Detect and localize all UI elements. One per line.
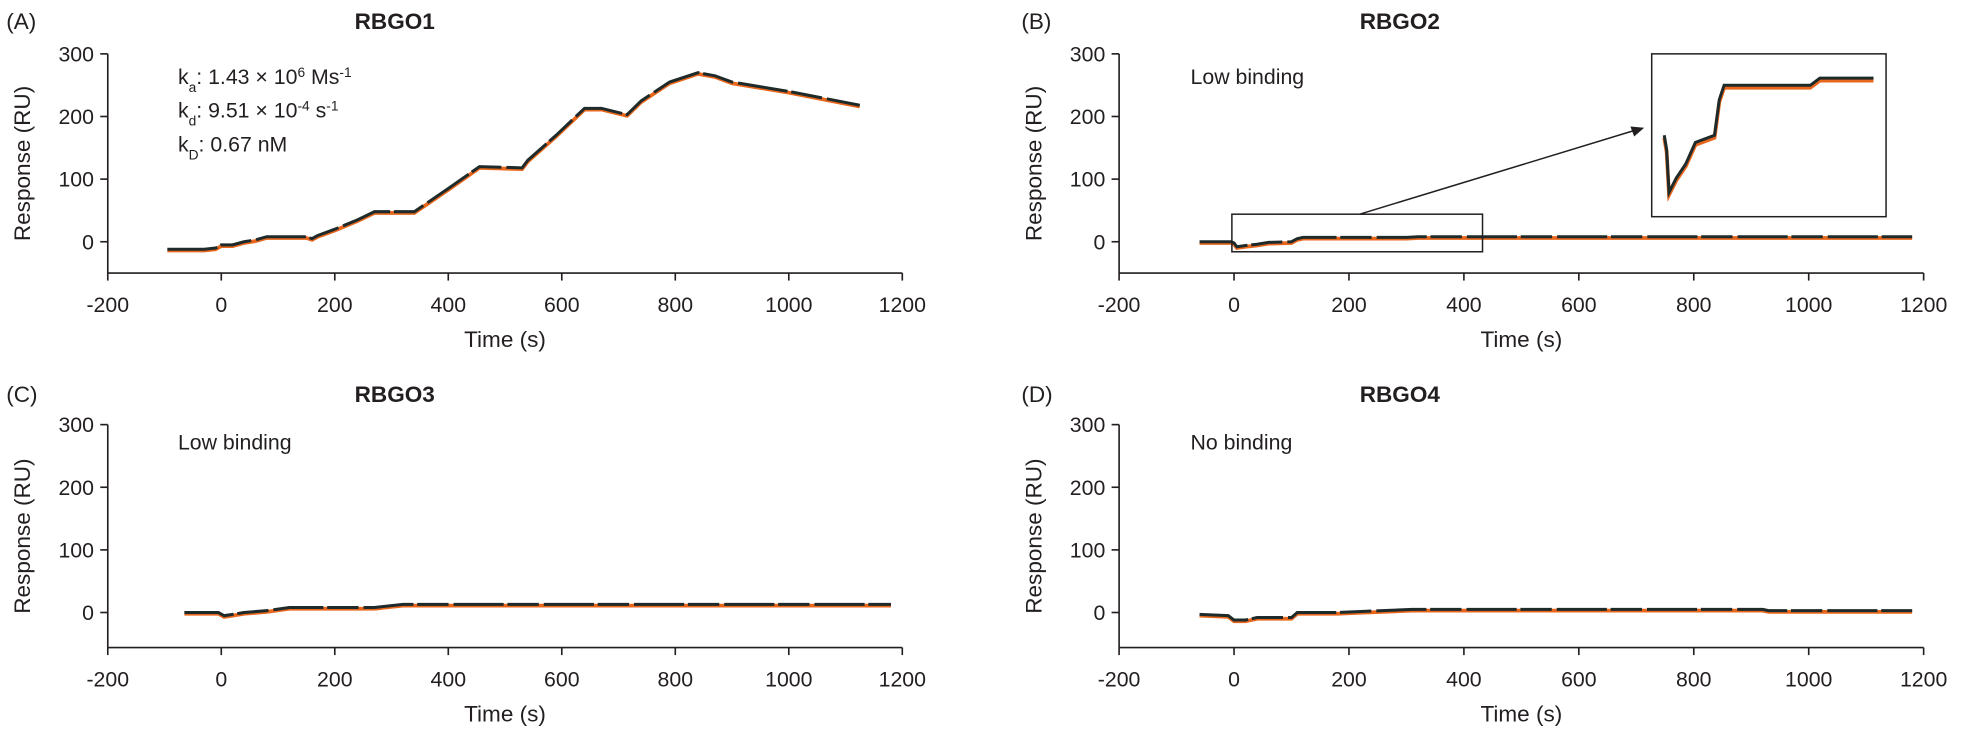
y-tick-label: 200: [58, 105, 94, 129]
y-tick-label: 300: [1070, 42, 1106, 66]
y-tick-label: 100: [58, 538, 94, 562]
x-tick-label: 400: [1446, 667, 1482, 691]
y-axis-label: Response (RU): [1021, 458, 1046, 613]
y-tick-label: 100: [1070, 168, 1106, 192]
annotation-base: k: [178, 99, 189, 123]
y-axis-label: Response (RU): [10, 86, 35, 241]
x-tick-label: 600: [1561, 667, 1597, 691]
chart-title: RBGO3: [355, 382, 435, 407]
x-tick-label: 800: [1676, 293, 1712, 317]
x-tick-label: 400: [431, 667, 467, 691]
y-tick-label: 200: [58, 476, 94, 500]
annotation-text: : 1.43 × 10: [196, 65, 297, 89]
panel-label: (B): [1021, 9, 1051, 34]
inset-measured-curve: [1662, 76, 1874, 199]
measured-curve: [1199, 235, 1913, 249]
x-tick-label: 1200: [879, 667, 926, 691]
x-tick-label: -200: [1098, 667, 1141, 691]
annotation-base: k: [178, 65, 189, 89]
y-tick-label: 300: [58, 42, 94, 66]
x-tick-label: 0: [215, 667, 227, 691]
measured-curve: [167, 71, 861, 251]
x-tick-label: 600: [544, 667, 580, 691]
x-tick-label: 200: [317, 293, 353, 317]
x-tick-label: -200: [86, 293, 129, 317]
x-tick-label: -200: [1098, 293, 1141, 317]
x-tick-label: 600: [544, 293, 580, 317]
annotation-unit-superscript: -1: [326, 98, 338, 113]
y-tick-label: 0: [82, 601, 94, 625]
x-tick-label: 200: [317, 667, 353, 691]
annotation-text: : 0.67 nM: [199, 133, 288, 157]
x-tick-label: 0: [1228, 667, 1240, 691]
x-tick-label: 1000: [765, 667, 812, 691]
annotation-subscript: d: [189, 113, 197, 128]
y-tick-label: 0: [1093, 601, 1105, 625]
annotation-subscript: a: [189, 79, 197, 94]
chart-title: RBGO4: [1360, 382, 1441, 407]
x-tick-label: 1000: [765, 293, 812, 317]
panel-rbgo3: (C) RBGO3 0 100 200 300 -200 0 200 400 600 800 1000 1…: [6, 382, 926, 726]
annotation-unit-superscript: -1: [339, 64, 351, 79]
annotation-superscript: 6: [297, 64, 305, 79]
x-tick-label: 200: [1331, 667, 1367, 691]
panel-label: (D): [1021, 382, 1052, 407]
annotation: kd: 9.51 × 10-4 s-1: [178, 98, 339, 128]
annotation-text: : 9.51 × 10: [196, 99, 297, 123]
y-tick-label: 200: [1070, 476, 1106, 500]
annotation: No binding: [1191, 431, 1293, 455]
y-axis-label: Response (RU): [10, 458, 35, 613]
fit-curve: [1199, 236, 1913, 251]
annotation: kD: 0.67 nM: [178, 133, 287, 162]
panel-label: (C): [6, 382, 37, 407]
x-tick-label: 1000: [1785, 667, 1832, 691]
x-tick-label: 800: [658, 667, 694, 691]
chart-title: RBGO1: [355, 9, 435, 34]
measured-curve: [184, 602, 891, 618]
x-axis-label: Time (s): [464, 327, 546, 352]
annotation: Low binding: [1191, 65, 1305, 89]
y-tick-label: 0: [1093, 230, 1105, 254]
y-tick-label: 100: [58, 168, 94, 192]
y-axis-label: Response (RU): [1021, 86, 1046, 241]
annotation-superscript: -4: [297, 98, 310, 113]
x-axis-label: Time (s): [1480, 327, 1562, 352]
y-tick-label: 300: [58, 413, 94, 437]
annotation-base: k: [178, 133, 189, 157]
panel-rbgo1: (A) RBGO1 0 100 200 300 -200 0 200 400 600 800 1000 1…: [6, 9, 926, 352]
annotation-unit: s: [310, 99, 327, 123]
annotation: ka: 1.43 × 106 Ms-1: [178, 64, 352, 94]
x-tick-label: 600: [1561, 293, 1597, 317]
annotation: Low binding: [178, 431, 292, 455]
measured-curve: [1199, 607, 1913, 622]
arrow-head-icon: [1630, 126, 1645, 137]
x-tick-label: 1000: [1785, 293, 1832, 317]
x-tick-label: 200: [1331, 293, 1367, 317]
annotation-unit: Ms: [305, 65, 339, 89]
x-tick-label: 800: [658, 293, 694, 317]
annotation-subscript: D: [189, 147, 199, 162]
zoom-arrow: [1359, 128, 1640, 215]
panel-rbgo4: (D) RBGO4 0 100 200 300 -200 0 200 400 600 800 1000 1…: [1021, 382, 1947, 726]
x-axis-label: Time (s): [464, 701, 546, 726]
chart-title: RBGO2: [1360, 9, 1440, 34]
x-axis-label: Time (s): [1480, 701, 1562, 726]
x-tick-label: 1200: [879, 293, 926, 317]
y-tick-label: 100: [1070, 538, 1106, 562]
x-tick-label: -200: [86, 667, 129, 691]
y-tick-label: 200: [1070, 105, 1106, 129]
x-tick-label: 400: [431, 293, 467, 317]
x-tick-label: 0: [1228, 293, 1240, 317]
zoom-region-box: [1231, 213, 1484, 253]
x-tick-label: 800: [1676, 667, 1712, 691]
panel-rbgo2: (B) RBGO2 0 100 200 300 -200 0 200 400 600 800 1000 1…: [1021, 9, 1947, 352]
x-tick-label: 1200: [1900, 667, 1947, 691]
x-tick-label: 1200: [1900, 293, 1947, 317]
x-tick-label: 400: [1446, 293, 1482, 317]
panel-label: (A): [6, 9, 36, 34]
y-tick-label: 0: [82, 230, 94, 254]
x-tick-label: 0: [215, 293, 227, 317]
y-tick-label: 300: [1070, 413, 1106, 437]
